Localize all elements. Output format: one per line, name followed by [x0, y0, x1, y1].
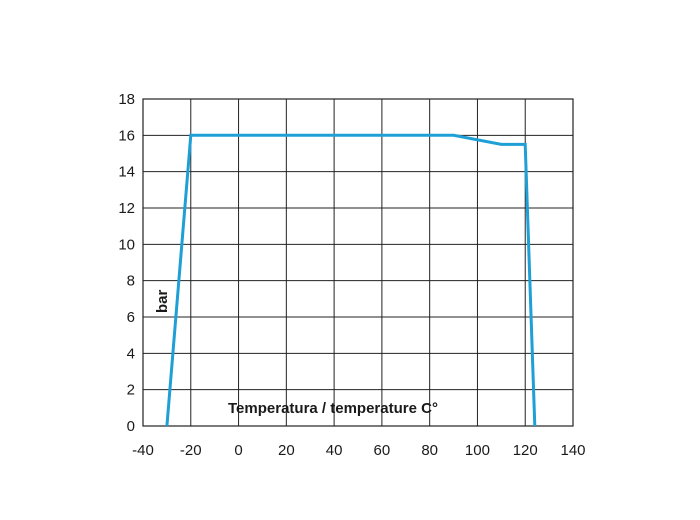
x-tick-label: 80 [421, 442, 438, 459]
y-tick-label: 6 [127, 309, 135, 326]
x-tick-label: 40 [326, 442, 343, 459]
x-tick-label: 60 [374, 442, 391, 459]
y-tick-label: 4 [127, 345, 135, 362]
series-line-0 [165, 133, 537, 427]
x-tick-label: -40 [132, 442, 154, 459]
y-tick-label: 8 [127, 273, 135, 290]
y-tick-label: 2 [127, 382, 135, 399]
x-tick-label: 140 [560, 442, 585, 459]
series-group [165, 133, 537, 427]
x-tick-label: 20 [278, 442, 295, 459]
tick-labels: -40 -20 0 20 40 60 80 100 120 140 0 2 4 6 8 10 12 14 16 18 [118, 91, 585, 459]
y-tick-label: 14 [118, 164, 135, 181]
x-tick-label: 100 [465, 442, 490, 459]
y-tick-label: 10 [118, 236, 135, 253]
grid-lines [142, 98, 574, 427]
y-axis-label: bar [154, 289, 171, 313]
x-axis-label: Temperatura / temperature C° [228, 400, 438, 417]
x-tick-label: -20 [180, 442, 202, 459]
x-tick-label: 120 [513, 442, 538, 459]
y-tick-label: 12 [118, 200, 135, 217]
x-tick-label: 0 [234, 442, 242, 459]
y-tick-label: 16 [118, 127, 135, 144]
y-tick-label: 0 [127, 418, 135, 435]
y-tick-label: 18 [118, 91, 135, 108]
plot-frame [142, 98, 574, 427]
